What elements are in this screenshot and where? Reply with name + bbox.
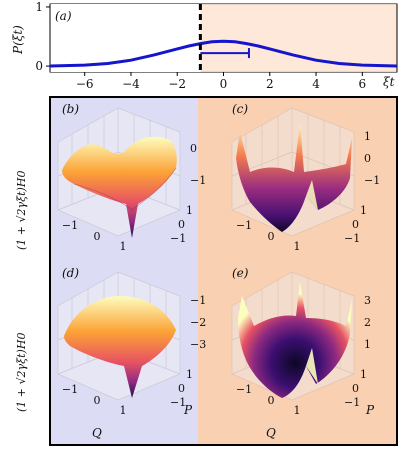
panel-a-x-ticks: −6 −4 −2 0 2 4 6 bbox=[76, 72, 366, 91]
q-tick-label: 1 bbox=[294, 240, 301, 253]
z-tick-label: 2 bbox=[364, 316, 371, 329]
z-tick-label: −3 bbox=[190, 338, 206, 351]
panel-a: −6 −4 −2 0 2 4 6 01 (a) P(ξt) ξt bbox=[11, 0, 398, 91]
y-tick-label: 1 bbox=[35, 0, 43, 14]
axis-label-q-e: Q bbox=[266, 426, 276, 440]
q-tick-label: 1 bbox=[294, 404, 301, 417]
surface-e-spike bbox=[306, 348, 318, 384]
q-tick-label: 0 bbox=[268, 394, 275, 407]
panel-e-label: (e) bbox=[232, 266, 249, 280]
p-tick-label: 1 bbox=[186, 204, 193, 217]
p-tick-label: −1 bbox=[344, 396, 360, 409]
x-tick-label: −2 bbox=[168, 77, 186, 91]
p-tick-label: 1 bbox=[360, 368, 367, 381]
z-tick-label: 3 bbox=[364, 294, 371, 307]
x-axis-label-top: ξt bbox=[383, 75, 395, 89]
q-tick-label: 1 bbox=[120, 240, 127, 253]
surface-e bbox=[238, 282, 352, 398]
z-tick-label: −1 bbox=[190, 174, 206, 187]
q-tick-label: −1 bbox=[62, 219, 78, 232]
p-tick-label: 0 bbox=[178, 382, 185, 395]
p-tick-label: −1 bbox=[170, 396, 186, 409]
axis-label-q-d: Q bbox=[92, 426, 102, 440]
panel-d-label: (d) bbox=[62, 266, 79, 280]
panel-b-label: (b) bbox=[62, 102, 79, 116]
surface-d bbox=[64, 296, 176, 398]
q-tick-label: −1 bbox=[62, 383, 78, 396]
p-tick-label: 0 bbox=[178, 218, 185, 231]
y-axis-label-b: (1 + √2γξt)H0 bbox=[15, 171, 28, 250]
panel-c-label: (c) bbox=[232, 102, 248, 116]
x-tick-label: −6 bbox=[76, 77, 94, 91]
x-tick-label: 6 bbox=[358, 77, 366, 91]
z-tick-label: 0 bbox=[190, 142, 197, 155]
p-tick-label: 1 bbox=[360, 204, 367, 217]
panel-a-right-shading bbox=[200, 4, 397, 72]
q-tick-label: −1 bbox=[236, 219, 252, 232]
z-tick-label: −1 bbox=[364, 174, 380, 187]
surface-b bbox=[62, 136, 177, 238]
surface-b-ridge bbox=[73, 167, 177, 211]
q-tick-label: −1 bbox=[236, 383, 252, 396]
z-tick-label: 0 bbox=[364, 152, 371, 165]
surface-c-spike bbox=[306, 180, 318, 210]
x-tick-label: −4 bbox=[122, 77, 140, 91]
q-tick-label: 0 bbox=[268, 230, 275, 243]
z-tick-label: −1 bbox=[190, 294, 206, 307]
y-axis-label-d: (1 + √2γξt)H0 bbox=[15, 333, 28, 412]
z-tick-label: −2 bbox=[190, 316, 206, 329]
surface-c bbox=[236, 122, 352, 232]
lower-frame bbox=[49, 96, 398, 446]
z-tick-label: 1 bbox=[364, 130, 371, 143]
q-tick-label: 1 bbox=[120, 404, 127, 417]
y-axis-label-top: P(ξt) bbox=[11, 25, 25, 55]
axis-label-p-e: P bbox=[365, 403, 375, 417]
y-tick-label: 0 bbox=[35, 59, 43, 73]
p-tick-label: −1 bbox=[170, 232, 186, 245]
panel-a-y-ticks: 01 bbox=[35, 0, 50, 73]
p-tick-label: −1 bbox=[344, 232, 360, 245]
x-tick-label: 0 bbox=[220, 77, 228, 91]
p-tick-label: 1 bbox=[186, 368, 193, 381]
errorbar bbox=[200, 48, 250, 59]
q-tick-label: 0 bbox=[94, 230, 101, 243]
axis-label-p-d: P bbox=[183, 403, 193, 417]
x-tick-label: 4 bbox=[312, 77, 320, 91]
p-tick-label: 0 bbox=[352, 382, 359, 395]
panel-a-label: (a) bbox=[55, 9, 72, 23]
p-tick-label: 0 bbox=[352, 218, 359, 231]
gaussian-curve bbox=[49, 39, 398, 68]
x-tick-label: 2 bbox=[266, 77, 274, 91]
q-tick-label: 0 bbox=[94, 394, 101, 407]
z-tick-label: 1 bbox=[364, 338, 371, 351]
